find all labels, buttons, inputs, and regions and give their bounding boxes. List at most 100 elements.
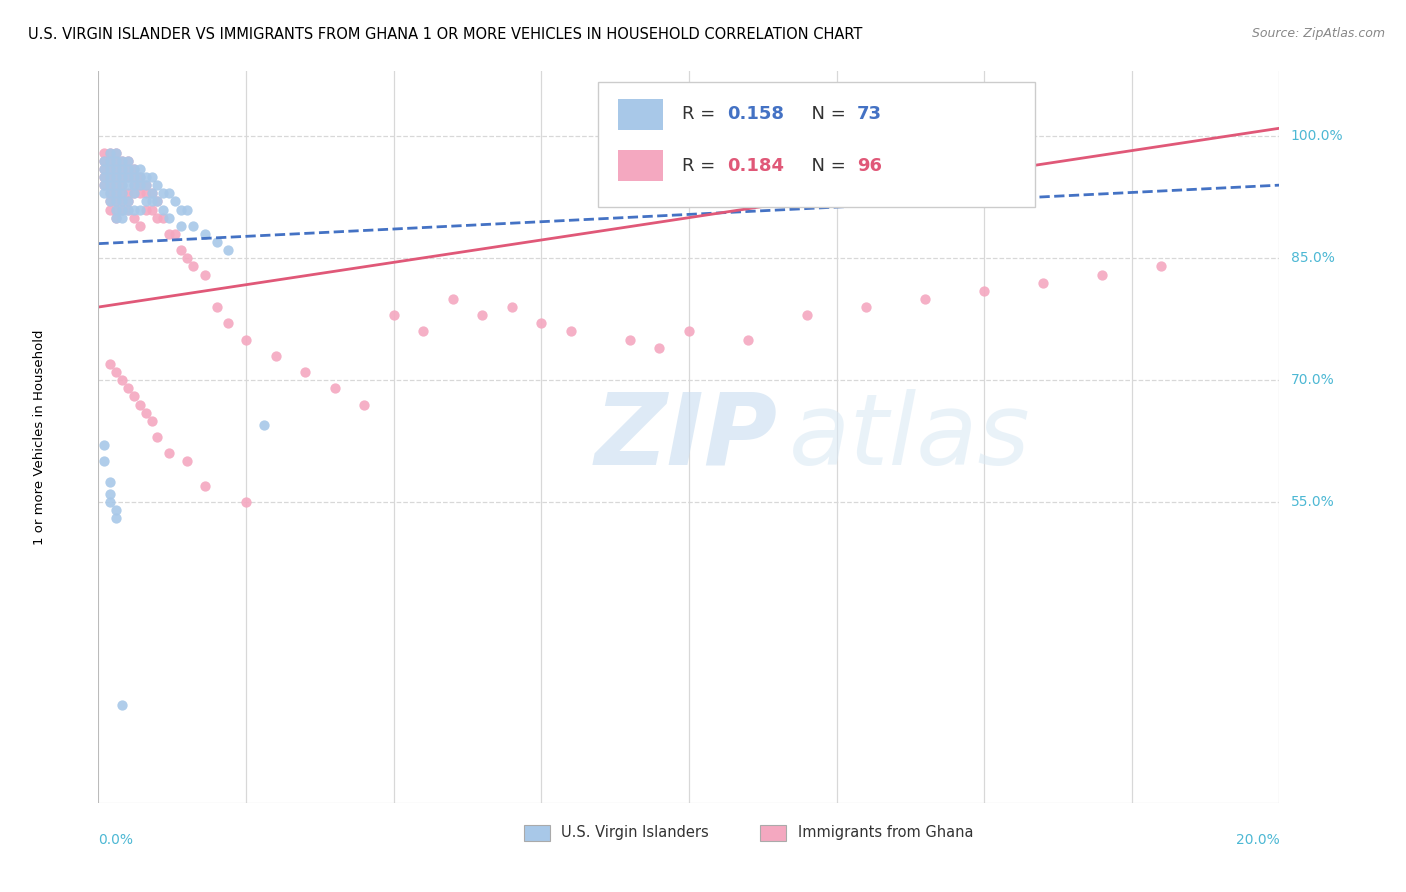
Point <box>914 292 936 306</box>
Point <box>141 186 163 201</box>
Point <box>157 186 180 201</box>
Point <box>146 194 169 209</box>
Point <box>111 202 134 217</box>
Point <box>105 178 128 193</box>
Point <box>323 381 346 395</box>
Point <box>111 161 134 176</box>
Point <box>105 169 128 184</box>
Point <box>294 365 316 379</box>
Point <box>93 153 115 168</box>
Point <box>170 243 193 257</box>
Point <box>117 194 139 209</box>
Point <box>105 153 128 168</box>
Point <box>141 202 163 217</box>
Point <box>122 161 145 176</box>
Point <box>122 169 145 184</box>
Point <box>117 194 139 209</box>
Point <box>128 178 150 193</box>
Point <box>93 438 115 452</box>
Point <box>205 300 228 314</box>
Point <box>176 454 198 468</box>
Point <box>796 308 818 322</box>
Point <box>382 308 405 322</box>
Point <box>122 186 145 201</box>
Point <box>93 153 115 168</box>
Point <box>117 169 139 184</box>
Point <box>152 202 174 217</box>
Text: 73: 73 <box>856 105 882 123</box>
Point <box>737 333 759 347</box>
Point <box>560 325 582 339</box>
Point <box>235 333 257 347</box>
Point <box>98 194 121 209</box>
Text: 85.0%: 85.0% <box>1291 252 1334 265</box>
Point <box>194 227 217 241</box>
Point <box>217 243 239 257</box>
Point <box>141 169 163 184</box>
Point <box>122 178 145 193</box>
Point <box>105 161 128 176</box>
Point <box>128 169 150 184</box>
Point <box>205 235 228 249</box>
Text: R =: R = <box>682 105 721 123</box>
Point <box>194 479 217 493</box>
Point <box>98 186 121 201</box>
Point <box>98 357 121 371</box>
Point <box>122 169 145 184</box>
FancyBboxPatch shape <box>619 150 664 181</box>
Point <box>98 178 121 193</box>
Point <box>170 202 193 217</box>
Point <box>105 161 128 176</box>
Point <box>111 211 134 225</box>
Point <box>128 398 150 412</box>
Text: N =: N = <box>800 157 852 175</box>
Point <box>105 194 128 209</box>
Point <box>111 194 134 209</box>
Point <box>117 161 139 176</box>
Point <box>105 145 128 160</box>
Point <box>146 178 169 193</box>
Point <box>105 503 128 517</box>
Point <box>973 284 995 298</box>
Point <box>117 153 139 168</box>
Point <box>93 169 115 184</box>
Point <box>105 169 128 184</box>
Point <box>98 153 121 168</box>
Text: 0.158: 0.158 <box>727 105 783 123</box>
Point <box>441 292 464 306</box>
Text: 55.0%: 55.0% <box>1291 495 1334 509</box>
Point <box>98 475 121 489</box>
Point <box>98 186 121 201</box>
Point <box>157 227 180 241</box>
Point <box>93 178 115 193</box>
Point <box>176 202 198 217</box>
Point <box>152 211 174 225</box>
Point <box>146 430 169 444</box>
Point <box>117 381 139 395</box>
Point <box>157 446 180 460</box>
Point <box>111 169 134 184</box>
Point <box>111 186 134 201</box>
Point <box>146 194 169 209</box>
Point <box>135 178 157 193</box>
Point <box>105 211 128 225</box>
Point <box>135 406 157 420</box>
Point <box>93 161 115 176</box>
Point <box>122 161 145 176</box>
Point <box>135 186 157 201</box>
Point <box>128 186 150 201</box>
Point <box>128 161 150 176</box>
Point <box>117 202 139 217</box>
Point <box>98 169 121 184</box>
Point <box>1091 268 1114 282</box>
Point <box>152 186 174 201</box>
Text: Source: ZipAtlas.com: Source: ZipAtlas.com <box>1251 27 1385 40</box>
Point <box>619 333 641 347</box>
Text: 20.0%: 20.0% <box>1236 833 1279 847</box>
Point <box>98 153 121 168</box>
Point <box>111 161 134 176</box>
Text: U.S. Virgin Islanders: U.S. Virgin Islanders <box>561 825 709 840</box>
Point <box>98 145 121 160</box>
Point <box>128 202 150 217</box>
Point <box>105 145 128 160</box>
